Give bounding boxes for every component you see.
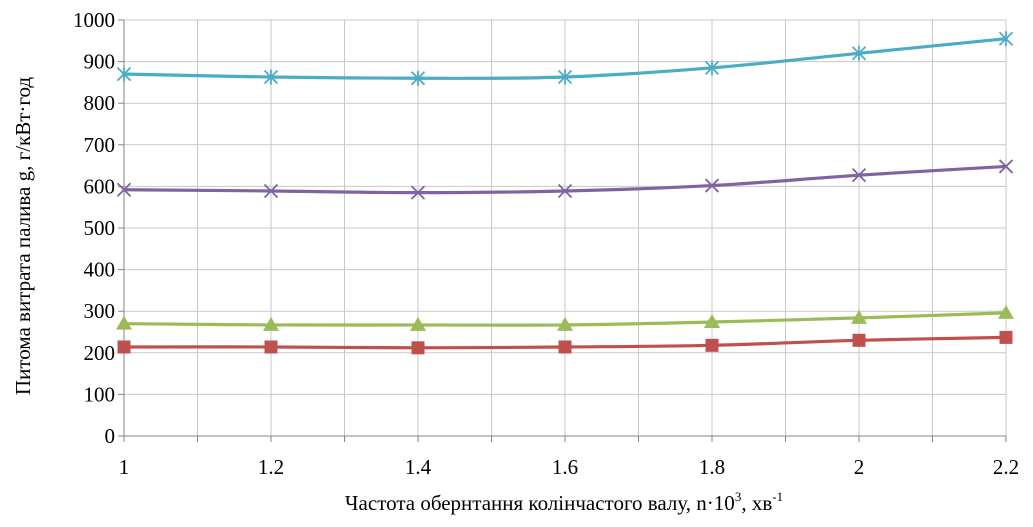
x-axis-title-unit: , хв: [741, 491, 772, 515]
data-point-triangle: [116, 315, 132, 330]
y-tick-label: 800: [84, 91, 116, 115]
series-4: [117, 330, 1013, 355]
data-point-triangle: [704, 314, 720, 329]
data-point-triangle: [851, 309, 867, 324]
data-point-x: [116, 182, 132, 197]
y-tick-label: 100: [84, 382, 116, 406]
data-point-asterisk: [704, 60, 720, 76]
grid: [124, 19, 1007, 436]
y-axis-title: Питома витрата палива g, г/кВт·год: [11, 77, 35, 395]
data-point-square: [411, 341, 425, 355]
data-point-asterisk: [998, 31, 1014, 47]
series-3: [116, 304, 1014, 331]
data-point-triangle: [410, 316, 426, 331]
data-point-square: [999, 330, 1013, 344]
data-point-triangle: [998, 304, 1014, 319]
y-tick-labels: 0 100 200 300 400 500 600 700 800 900 1000: [73, 8, 115, 448]
data-point-x: [704, 178, 720, 193]
data-point-triangle: [557, 316, 573, 331]
axes: [118, 19, 1007, 442]
data-point-square: [264, 340, 278, 354]
data-point-asterisk: [116, 66, 132, 82]
x-tick-label: 1.4: [405, 455, 432, 479]
y-tick-label: 900: [84, 50, 116, 74]
data-point-asterisk: [263, 69, 279, 85]
y-tick-label: 600: [84, 174, 116, 198]
data-point-square: [558, 340, 572, 354]
x-tick-label: 1.8: [699, 455, 725, 479]
x-tick-labels: 1 1.2 1.4 1.6 1.8 2 2.2: [119, 455, 1019, 479]
x-axis-title: Частота обернтання колінчастого валу, n·…: [345, 489, 783, 515]
data-point-x: [410, 185, 426, 200]
x-axis-title-exponent-2: -1: [772, 489, 783, 504]
series-group: [116, 31, 1014, 355]
series-1: [116, 31, 1014, 86]
series-2: [116, 159, 1014, 200]
data-point-triangle: [263, 316, 279, 331]
data-point-x: [263, 183, 279, 199]
y-tick-label: 700: [84, 133, 116, 157]
y-tick-label: 500: [84, 216, 116, 240]
data-point-x: [998, 159, 1014, 174]
x-tick-label: 1: [119, 455, 130, 479]
y-tick-label: 400: [84, 258, 116, 282]
data-point-square: [705, 338, 719, 352]
y-tick-label: 300: [84, 299, 116, 323]
data-point-square: [117, 340, 131, 354]
data-point-asterisk: [410, 70, 426, 86]
y-tick-label: 0: [105, 424, 116, 448]
x-tick-label: 2.2: [993, 455, 1019, 479]
x-tick-label: 1.6: [552, 455, 578, 479]
y-tick-label: 200: [84, 341, 116, 365]
x-tick-label: 2: [854, 455, 865, 479]
data-point-asterisk: [557, 69, 573, 85]
data-point-asterisk: [851, 45, 867, 61]
x-tick-label: 1.2: [258, 455, 284, 479]
data-point-x: [557, 183, 573, 199]
x-axis-title-exponent-1: 3: [735, 489, 742, 504]
data-point-x: [851, 168, 867, 183]
x-axis-title-main: Частота обернтання колінчастого валу, n·…: [345, 491, 735, 515]
data-point-square: [852, 333, 866, 347]
y-tick-label: 1000: [73, 8, 115, 32]
